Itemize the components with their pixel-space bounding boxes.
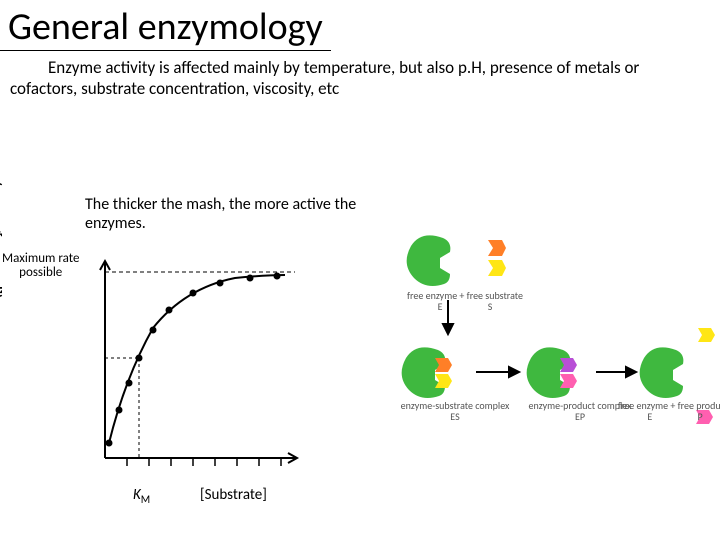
- label-free-ep: free enzyme + free products E P: [615, 400, 720, 422]
- km-label: KM: [133, 486, 150, 506]
- arrow-right-1: [476, 367, 519, 377]
- mm-chart: [95, 258, 315, 478]
- label-free-es-sym: E S: [438, 300, 493, 313]
- page-title: General enzymology: [0, 0, 331, 51]
- subtitle-text: Enzyme activity is affected mainly by te…: [0, 53, 720, 100]
- substrate-b-top: [488, 260, 506, 276]
- mash-caption: The thicker the mash, the more active th…: [85, 195, 415, 233]
- label-free-es: free enzyme + free substrate E S: [395, 290, 535, 312]
- es-complex: [402, 347, 452, 398]
- label-ep-sym: EP: [575, 410, 585, 423]
- free-enzyme-right: [640, 347, 684, 398]
- free-enzyme-top: [407, 235, 451, 286]
- y-axis-text: reaction rate ([producet]/second): [0, 182, 4, 299]
- max-rate-label: Maximum rate possible: [2, 252, 79, 281]
- label-es-complex: enzyme-substrate complex ES: [395, 400, 515, 422]
- label-free-ep-sym: E P: [647, 410, 702, 423]
- product-a: [698, 328, 715, 342]
- subtitle-content: Enzyme activity is affected mainly by te…: [10, 57, 639, 99]
- arrow-right-2: [596, 367, 636, 377]
- label-es-sym: ES: [450, 410, 459, 423]
- substrate-a-top: [488, 240, 506, 256]
- y-axis-label: reaction rate ([producet]/second): [0, 165, 4, 315]
- max-rate-text: Maximum rate possible: [2, 251, 79, 280]
- ep-complex: [527, 347, 577, 398]
- x-axis-label: [Substrate]: [200, 486, 267, 504]
- km-k: K: [133, 486, 141, 504]
- km-m: M: [141, 493, 150, 506]
- enzyme-diagram: [378, 210, 720, 500]
